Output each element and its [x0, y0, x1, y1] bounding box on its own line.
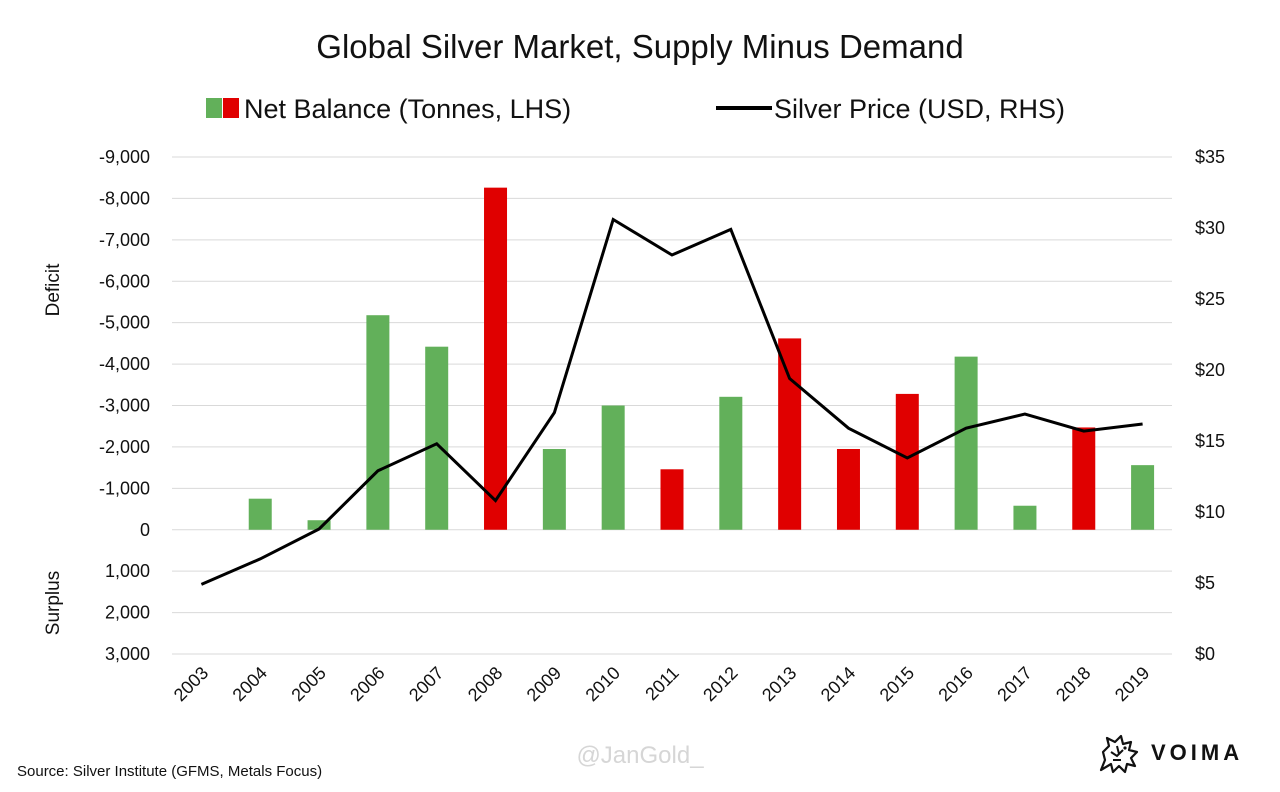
left-tick-label: -1,000 — [99, 478, 150, 498]
voima-griffin-icon — [1099, 734, 1139, 774]
bar-2006 — [366, 315, 390, 530]
watermark: @JanGold_ — [576, 742, 704, 769]
legend-swatch-red — [223, 98, 239, 118]
x-tick-label: 2003 — [170, 663, 212, 705]
bar-2009 — [542, 448, 566, 530]
left-tick-label: -7,000 — [99, 230, 150, 250]
x-axis: 2003 2004 2005 2006 2007 2008 2009 2010 2011 2012… — [170, 663, 1154, 705]
bar-2010 — [601, 405, 625, 530]
brand-name: VOIMA — [1151, 740, 1244, 765]
bar-2018 — [1072, 427, 1096, 530]
left-tick-label: -8,000 — [99, 188, 150, 208]
bar-2008 — [484, 187, 508, 530]
legend: Net Balance (Tonnes, LHS) Silver Price (… — [206, 94, 1065, 124]
bar-2014 — [836, 448, 860, 530]
left-tick-label: 3,000 — [105, 644, 150, 664]
line-series — [200, 217, 1143, 586]
bar-2011 — [660, 469, 684, 530]
x-tick-label: 2008 — [464, 663, 506, 705]
x-tick-label: 2006 — [346, 663, 388, 705]
bar-2016 — [954, 356, 978, 530]
x-tick-label: 2017 — [993, 663, 1035, 705]
x-tick-label: 2005 — [287, 663, 329, 705]
left-tick-label: -4,000 — [99, 354, 150, 374]
bar-2005 — [307, 520, 331, 530]
left-tick-label: -5,000 — [99, 313, 150, 333]
bar-2017 — [1013, 505, 1037, 530]
bar-2012 — [719, 396, 743, 530]
bar-2015 — [895, 393, 919, 530]
x-tick-label: 2010 — [582, 663, 624, 705]
x-tick-label: 2004 — [229, 663, 271, 705]
bar-2007 — [425, 346, 449, 530]
x-tick-label: 2013 — [758, 663, 800, 705]
right-tick-label: $25 — [1195, 289, 1225, 309]
left-tick-label: -9,000 — [99, 147, 150, 167]
x-tick-label: 2016 — [934, 663, 976, 705]
right-tick-label: $5 — [1195, 573, 1215, 593]
x-tick-label: 2009 — [523, 663, 565, 705]
legend-line-label: Silver Price (USD, RHS) — [774, 94, 1065, 124]
x-tick-label: 2011 — [641, 663, 683, 705]
x-tick-label: 2014 — [817, 663, 859, 705]
right-tick-label: $35 — [1195, 147, 1225, 167]
left-axis: -9,000 -8,000 -7,000 -6,000 -5,000 -4,000 -3,0… — [99, 147, 150, 664]
price-line — [200, 217, 1143, 586]
right-tick-label: $10 — [1195, 502, 1225, 522]
right-tick-label: $0 — [1195, 644, 1215, 664]
legend-swatch-green — [206, 98, 222, 118]
x-tick-label: 2015 — [876, 663, 918, 705]
right-tick-label: $20 — [1195, 360, 1225, 380]
left-tick-label: -3,000 — [99, 396, 150, 416]
right-tick-label: $30 — [1195, 218, 1225, 238]
left-tick-label: -2,000 — [99, 437, 150, 457]
left-tick-label: 1,000 — [105, 561, 150, 581]
bar-series — [248, 187, 1155, 530]
x-tick-label: 2007 — [405, 663, 447, 705]
bar-2019 — [1131, 465, 1155, 530]
x-tick-label: 2012 — [699, 663, 741, 705]
x-tick-label: 2019 — [1111, 663, 1153, 705]
deficit-label: Deficit — [43, 263, 64, 317]
right-tick-label: $15 — [1195, 431, 1225, 451]
bar-2004 — [248, 498, 272, 530]
right-axis: $0 $5 $10 $15 $20 $25 $30 $35 — [1195, 147, 1225, 664]
gridlines — [172, 156, 1172, 655]
brand: VOIMA — [1095, 730, 1265, 778]
left-tick-label: 2,000 — [105, 603, 150, 623]
left-tick-label: -6,000 — [99, 271, 150, 291]
source-note: Source: Silver Institute (GFMS, Metals F… — [17, 763, 323, 780]
bar-2013 — [778, 338, 802, 530]
left-tick-label: 0 — [140, 520, 150, 540]
chart-title: Global Silver Market, Supply Minus Deman… — [316, 28, 963, 65]
legend-bar-label: Net Balance (Tonnes, LHS) — [244, 94, 571, 124]
surplus-label: Surplus — [43, 571, 64, 635]
x-tick-label: 2018 — [1052, 663, 1094, 705]
